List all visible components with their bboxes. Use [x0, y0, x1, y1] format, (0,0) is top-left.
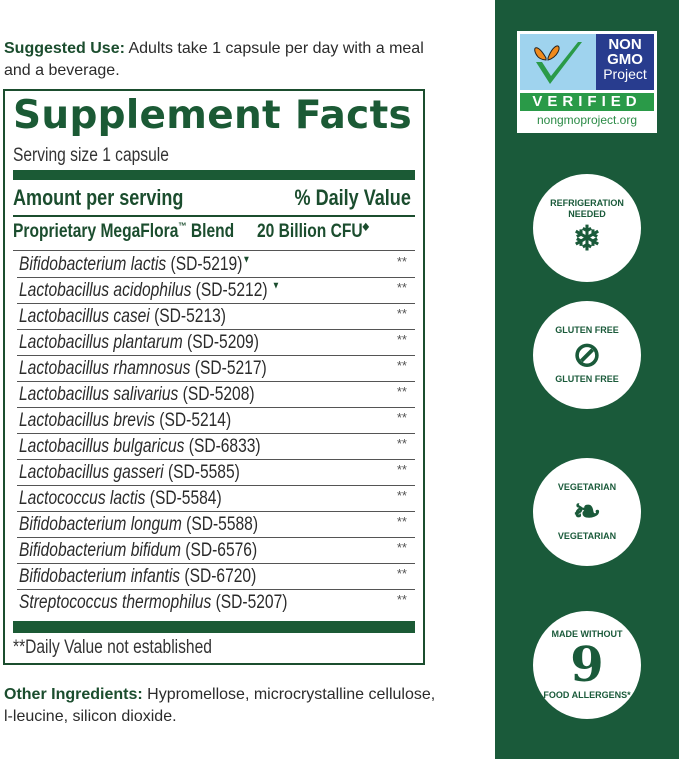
daily-value: **: [396, 462, 407, 477]
ingredient-row: Lactococcus lactis (SD-5584) **: [17, 486, 415, 512]
ingredient-name: Bifidobacterium bifidum (SD-6576): [19, 540, 258, 561]
daily-value: **: [396, 566, 407, 581]
other-ingredients-text: Hypromellose, microcrystalline cellulose…: [4, 686, 436, 725]
crossed-wheat-icon: ⊘: [572, 336, 602, 374]
daily-value: **: [396, 384, 407, 399]
ingredient-row: Bifidobacterium infantis (SD-6720) **: [17, 564, 415, 590]
ingredient-row: Lactobacillus bulgaricus (SD-6833) **: [17, 434, 415, 460]
ingredient-name: Lactobacillus gasseri (SD-5585): [19, 462, 240, 483]
ingredient-row: Lactobacillus acidophilus (SD-5212) ▼ **: [17, 278, 415, 304]
ingredient-name: Streptococcus thermophilus (SD-5207): [19, 592, 288, 613]
ingredient-row: Bifidobacterium lactis (SD-5219)▼ **: [17, 252, 415, 278]
ingredient-row: Lactobacillus salivarius (SD-5208) **: [17, 382, 415, 408]
ingredient-row: Lactobacillus casei (SD-5213) **: [17, 304, 415, 330]
ingredient-name: Lactobacillus brevis (SD-5214): [19, 410, 232, 431]
other-ingredients-label: Other Ingredients:: [4, 686, 143, 703]
ingredient-name: Bifidobacterium longum (SD-5588): [19, 514, 259, 535]
thick-divider: [13, 621, 415, 633]
leaf-icon: ❧: [572, 493, 602, 531]
blend-name: Proprietary MegaFlora™ Blend: [13, 221, 235, 242]
fridge-snowflake-icon: ❄: [572, 220, 602, 258]
ingredient-row: Lactobacillus brevis (SD-5214) **: [17, 408, 415, 434]
badge-panel: NON GMO Project VERIFIED nongmoproject.org…: [495, 0, 679, 759]
ingredient-name: Bifidobacterium lactis (SD-5219)▼: [19, 254, 251, 275]
ingredient-name: Lactobacillus rhamnosus (SD-5217): [19, 358, 267, 379]
thick-divider: [13, 170, 415, 180]
other-ingredients: Other Ingredients: Hypromellose, microcr…: [4, 684, 444, 728]
ingredient-name: Lactococcus lactis (SD-5584): [19, 488, 222, 509]
daily-value: **: [396, 254, 407, 269]
ingredient-row: Bifidobacterium longum (SD-5588) **: [17, 512, 415, 538]
daily-value: **: [396, 436, 407, 451]
footnote: **Daily Value not established: [13, 637, 212, 658]
ingredient-row: Lactobacillus rhamnosus (SD-5217) **: [17, 356, 415, 382]
ingredient-name: Lactobacillus bulgaricus (SD-6833): [19, 436, 261, 457]
vegetarian-badge: VEGETARIAN ❧ VEGETARIAN: [533, 458, 641, 566]
butterfly-checkmark-icon: [534, 42, 582, 84]
ingredient-list: Bifidobacterium lactis (SD-5219)▼ ** Lacto…: [5, 251, 423, 621]
ingredient-row: Lactobacillus plantarum (SD-5209) **: [17, 330, 415, 356]
daily-value: **: [396, 306, 407, 321]
daily-value: **: [396, 592, 407, 607]
serving-size: Serving size 1 capsule: [13, 145, 169, 166]
suggested-use-text: Adults take 1 capsule per day with a mea…: [4, 40, 424, 79]
ingredient-name: Lactobacillus casei (SD-5213): [19, 306, 226, 327]
ingredient-row: Lactobacillus gasseri (SD-5585) **: [17, 460, 415, 486]
facts-title: Supplement Facts: [13, 93, 413, 138]
ingredient-name: Bifidobacterium infantis (SD-6720): [19, 566, 257, 587]
gluten-free-badge: GLUTEN FREE ⊘ GLUTEN FREE: [533, 301, 641, 409]
daily-value: **: [396, 358, 407, 373]
ingredient-row: Bifidobacterium bifidum (SD-6576) **: [17, 538, 415, 564]
divider: [13, 215, 415, 217]
suggested-use: Suggested Use: Adults take 1 capsule per…: [4, 38, 424, 82]
daily-value: **: [396, 332, 407, 347]
refrigeration-badge: REFRIGERATION NEEDED ❄: [533, 174, 641, 282]
amount-header: Amount per serving: [13, 185, 184, 210]
dv-header: % Daily Value: [294, 185, 411, 210]
daily-value: **: [396, 514, 407, 529]
daily-value: **: [396, 410, 407, 425]
daily-value: **: [396, 488, 407, 503]
supplement-facts-panel: Supplement Facts Serving size 1 capsule …: [3, 89, 425, 665]
daily-value: **: [396, 280, 407, 295]
divider: [13, 250, 415, 251]
ingredient-name: Lactobacillus salivarius (SD-5208): [19, 384, 255, 405]
allergens-badge: MADE WITHOUT 9 FOOD ALLERGENS*: [533, 611, 641, 719]
ingredient-name: Lactobacillus acidophilus (SD-5212) ▼: [19, 280, 281, 301]
non-gmo-badge: NON GMO Project VERIFIED nongmoproject.org: [517, 31, 657, 133]
blend-amount: 20 Billion CFU◆: [257, 221, 369, 242]
daily-value: **: [396, 540, 407, 555]
ingredient-name: Lactobacillus plantarum (SD-5209): [19, 332, 259, 353]
ingredient-row: Streptococcus thermophilus (SD-5207) **: [17, 590, 415, 616]
suggested-use-label: Suggested Use:: [4, 40, 125, 57]
